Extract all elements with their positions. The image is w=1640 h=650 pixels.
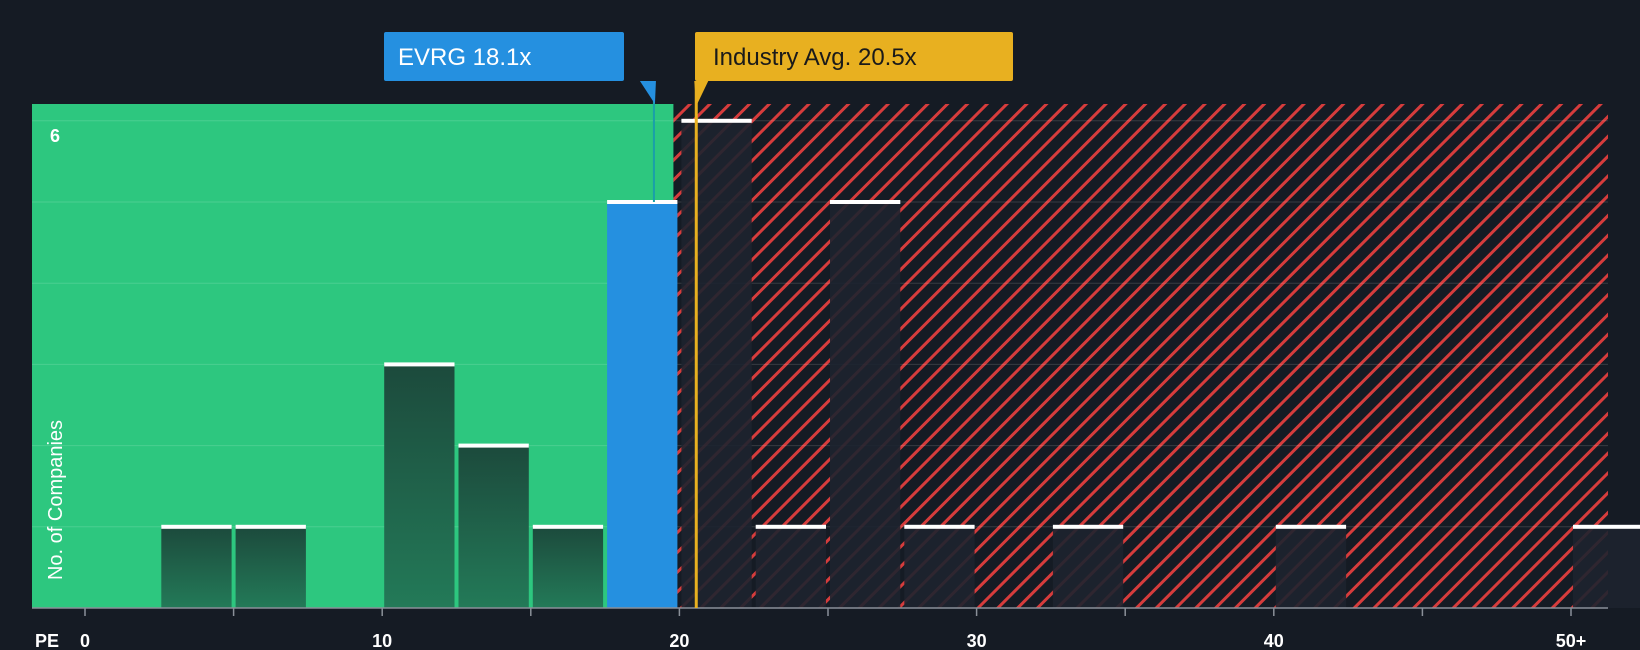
- histogram-bar: [904, 526, 975, 608]
- bar-cap: [681, 118, 752, 123]
- histogram-bar: [235, 526, 306, 608]
- bar-cap: [532, 524, 604, 529]
- industry-avg-callout: [695, 32, 1013, 81]
- x-axis-label: PE: [35, 631, 59, 650]
- x-tick-label: 20: [669, 631, 689, 650]
- histogram-bar: [607, 202, 678, 608]
- bar-cap: [1573, 524, 1640, 529]
- x-tick-label: 0: [80, 631, 90, 650]
- fair-value-zone: [32, 104, 674, 608]
- bar-cap: [1052, 524, 1124, 529]
- bar-cap: [904, 524, 975, 529]
- histogram-bar: [755, 526, 826, 608]
- histogram-bar: [1573, 526, 1640, 608]
- bar-cap: [235, 524, 306, 529]
- industry-avg-pointer: [694, 81, 709, 106]
- bar-cap: [755, 524, 826, 529]
- x-tick-label: 50+: [1556, 631, 1587, 650]
- company-pointer: [639, 81, 656, 104]
- company-callout-label: EVRG 18.1x: [398, 44, 531, 71]
- bar-cap: [161, 524, 232, 529]
- histogram-bar: [681, 120, 752, 609]
- x-tick-label: 10: [372, 631, 392, 650]
- bar-cap: [1275, 524, 1347, 529]
- x-tick-label: 40: [1264, 631, 1284, 650]
- histogram-bar: [384, 364, 455, 608]
- x-tick-label: 30: [967, 631, 987, 650]
- y-tick-label: 6: [50, 126, 60, 146]
- company-callout: [384, 32, 624, 81]
- histogram-bar: [161, 526, 232, 608]
- overvalued-zone: [673, 104, 1608, 608]
- histogram-bar: [532, 526, 604, 608]
- histogram-bar: [830, 202, 901, 608]
- histogram-bar: [1275, 526, 1347, 608]
- industry-avg-callout-label: Industry Avg. 20.5x: [713, 44, 917, 71]
- bar-cap: [830, 200, 901, 204]
- bar-cap: [384, 362, 455, 367]
- bar-cap: [458, 443, 529, 448]
- y-axis-label: No. of Companies: [45, 420, 67, 580]
- histogram-bar: [1052, 526, 1124, 608]
- histogram-bar: [458, 445, 529, 608]
- bar-cap: [607, 200, 678, 204]
